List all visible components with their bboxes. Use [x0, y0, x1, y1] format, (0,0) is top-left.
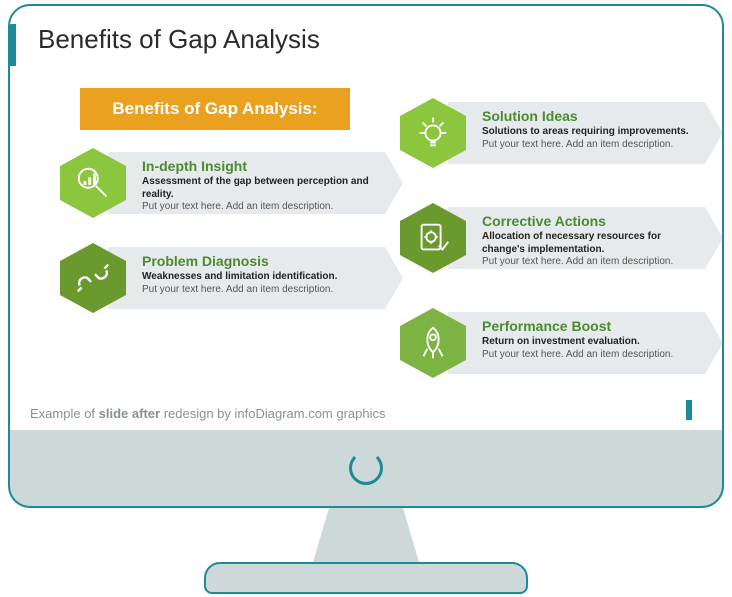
benefit-card: Problem Diagnosis Weaknesses and limitat… [108, 247, 403, 309]
benefit-bold: Solutions to areas requiring improvement… [482, 126, 695, 139]
benefit-card: Solution Ideas Solutions to areas requir… [448, 102, 723, 164]
benefit-row: Corrective Actions Allocation of necessa… [398, 201, 724, 275]
benefit-card: Performance Boost Return on investment e… [448, 312, 723, 374]
benefit-row: Problem Diagnosis Weaknesses and limitat… [58, 241, 413, 315]
benefit-bold: Assessment of the gap between perception… [142, 176, 375, 201]
footer-prefix: Example of [30, 406, 99, 421]
benefit-row: Performance Boost Return on investment e… [398, 306, 724, 380]
footer-suffix: redesign by infoDiagram.com graphics [160, 406, 385, 421]
benefit-title: In-depth Insight [142, 158, 375, 174]
benefit-bold: Return on investment evaluation. [482, 336, 695, 349]
hexagon-diagnosis-icon [58, 241, 128, 315]
monitor-illustration: Benefits of Gap Analysis Benefits of Gap… [0, 0, 732, 597]
hexagon-idea-icon [398, 96, 468, 170]
monitor-bezel [8, 430, 724, 508]
power-ring-icon [349, 451, 383, 485]
hexagon-insight-icon [58, 146, 128, 220]
benefit-sub: Put your text here. Add an item descript… [482, 139, 695, 152]
benefit-bold: Allocation of necessary resources for ch… [482, 231, 695, 256]
benefit-title: Problem Diagnosis [142, 253, 375, 269]
slide: Benefits of Gap Analysis Benefits of Gap… [10, 6, 722, 462]
footer-bold: slide after [99, 406, 160, 421]
benefit-title: Solution Ideas [482, 108, 695, 124]
benefit-row: Solution Ideas Solutions to areas requir… [398, 96, 724, 170]
benefit-sub: Put your text here. Add an item descript… [142, 284, 375, 297]
footer-caption: Example of slide after redesign by infoD… [30, 406, 386, 421]
hexagon-boost-icon [398, 306, 468, 380]
page-title: Benefits of Gap Analysis [38, 24, 320, 55]
accent-bar-secondary-icon [686, 400, 692, 420]
benefit-sub: Put your text here. Add an item descript… [142, 201, 375, 214]
benefit-sub: Put your text here. Add an item descript… [482, 256, 695, 269]
header-ribbon: Benefits of Gap Analysis: [80, 88, 350, 130]
benefit-row: In-depth Insight Assessment of the gap b… [58, 146, 413, 220]
benefit-sub: Put your text here. Add an item descript… [482, 349, 695, 362]
monitor-screen: Benefits of Gap Analysis Benefits of Gap… [8, 4, 724, 464]
benefit-title: Corrective Actions [482, 213, 695, 229]
benefit-card: In-depth Insight Assessment of the gap b… [108, 152, 403, 214]
monitor-base [204, 562, 528, 594]
hexagon-actions-icon [398, 201, 468, 275]
stage: Benefits of Gap Analysis Benefits of Gap… [0, 0, 732, 597]
accent-bar-icon [10, 24, 16, 66]
benefit-bold: Weaknesses and limitation identification… [142, 271, 375, 284]
benefit-card: Corrective Actions Allocation of necessa… [448, 207, 723, 269]
benefit-title: Performance Boost [482, 318, 695, 334]
